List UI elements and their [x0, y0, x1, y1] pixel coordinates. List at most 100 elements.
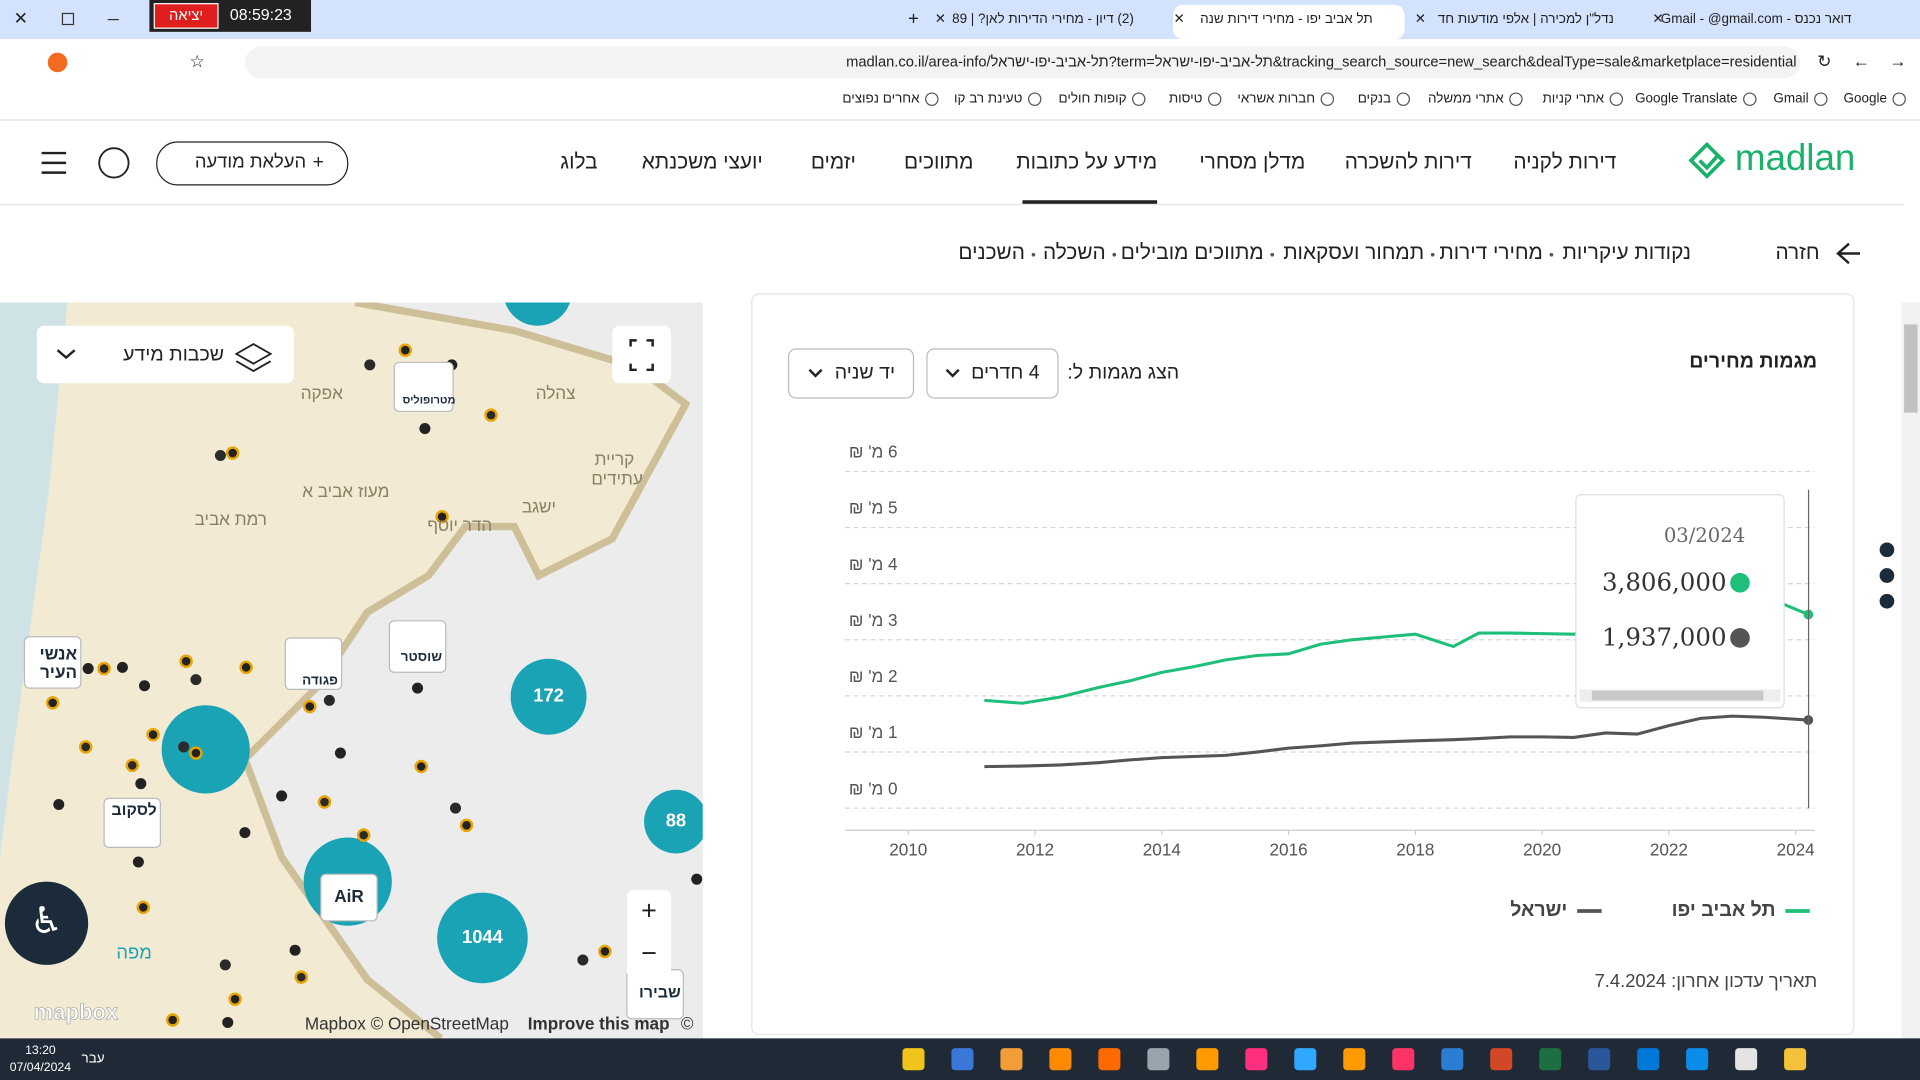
taskbar-app[interactable] [1637, 1048, 1660, 1071]
cluster[interactable] [503, 257, 572, 326]
tab-close[interactable]: ✕ [1174, 11, 1185, 26]
tab-title[interactable]: נדל"ן למכירה | אלפי מודעות חד [1438, 11, 1614, 26]
tab-close[interactable]: ✕ [1415, 11, 1426, 26]
map-pin[interactable] [45, 696, 60, 710]
map-pin[interactable] [78, 740, 93, 754]
map-pin[interactable] [222, 1016, 234, 1028]
accessibility-button[interactable] [4, 881, 89, 965]
menu-icon[interactable] [41, 151, 67, 174]
page-dot[interactable] [1879, 542, 1895, 558]
active-tab[interactable] [1173, 4, 1405, 40]
map-pin[interactable] [450, 802, 462, 814]
chevron[interactable] [945, 368, 960, 378]
exit-label[interactable]: יציאה [169, 8, 203, 24]
map-marker[interactable] [320, 873, 378, 922]
map-pin[interactable] [364, 359, 376, 371]
taskbar-app[interactable] [1147, 1048, 1170, 1071]
post-button[interactable] [156, 141, 349, 186]
bookmark-icon[interactable] [1509, 92, 1523, 106]
condition-select[interactable] [787, 348, 915, 399]
map-pin[interactable] [289, 944, 301, 956]
nav-link[interactable]: דירות להשכרה [1345, 150, 1472, 173]
zoom-control[interactable] [626, 890, 672, 979]
sub-nav-link[interactable]: השכנים [958, 241, 1024, 264]
sub-nav-link[interactable]: השכלה [1043, 241, 1106, 264]
legend-label[interactable]: תל אביב יפו [1672, 899, 1776, 921]
nav-link[interactable]: דירות לקניה [1513, 150, 1616, 173]
map-marker[interactable] [284, 637, 343, 690]
map-pin[interactable] [132, 856, 144, 868]
layers-icon[interactable] [234, 343, 273, 373]
tab-title[interactable]: (2) דיון - מחירי הדירות לאן? | 89 [952, 11, 1134, 26]
cluster-count[interactable]: 1044 [462, 926, 504, 947]
taskbar-app[interactable] [1294, 1048, 1317, 1071]
page-dot[interactable] [1879, 593, 1895, 609]
map-marker[interactable] [393, 361, 454, 413]
bookmark[interactable]: Google [1844, 91, 1887, 106]
taskbar-app[interactable] [1735, 1048, 1758, 1071]
map-pin[interactable] [577, 954, 589, 966]
nav-link[interactable]: יועצי משכנתא [642, 150, 763, 173]
map-pin[interactable] [435, 510, 449, 524]
cluster[interactable] [510, 658, 587, 735]
rooms-select[interactable] [926, 348, 1059, 399]
map-pin[interactable] [189, 746, 203, 760]
map-pin[interactable] [303, 699, 317, 714]
sub-nav-link[interactable]: מתווכים מובילים [1121, 241, 1264, 264]
bookmark-icon[interactable] [925, 92, 939, 106]
map-pin[interactable] [136, 900, 150, 915]
bookmark[interactable]: טעינת רב קו [954, 91, 1023, 106]
tab-close[interactable]: ✕ [1652, 11, 1663, 26]
taskbar-app[interactable] [1784, 1048, 1807, 1071]
map-pin[interactable] [214, 450, 226, 462]
back-arrow[interactable] [1836, 242, 1860, 265]
marker-label[interactable]: פגודה [302, 672, 338, 687]
cluster-count[interactable]: 88 [666, 809, 686, 830]
tab-title[interactable]: דואר נכנס - Gmail - @gmail.com [1661, 11, 1852, 26]
rooms-value[interactable]: 4 חדרים [971, 362, 1040, 384]
taskbar-app[interactable] [1245, 1048, 1268, 1071]
map-pin[interactable] [398, 343, 413, 357]
map-pin[interactable] [138, 680, 150, 692]
map-pin[interactable] [484, 408, 498, 422]
map-mode[interactable]: מפה [116, 942, 151, 963]
taskbar-app[interactable] [1539, 1048, 1562, 1071]
marker-label[interactable]: מטרופוליס [403, 393, 456, 406]
logo-icon[interactable] [1688, 141, 1726, 179]
bookmark[interactable]: אחרים נפוצים [842, 91, 920, 106]
taskbar-app[interactable] [1049, 1048, 1072, 1071]
map-pin[interactable] [228, 992, 242, 1006]
page-dot[interactable] [1879, 568, 1895, 583]
map-pin[interactable] [219, 959, 231, 971]
chevron[interactable] [808, 368, 823, 378]
language[interactable]: עבר [82, 1051, 105, 1066]
cluster-count[interactable]: 172 [533, 685, 564, 706]
chevron[interactable] [56, 349, 76, 360]
nav-link[interactable]: מדלן מסחרי [1199, 150, 1305, 173]
post-plus[interactable]: + [313, 151, 324, 173]
map-pin[interactable] [414, 759, 428, 774]
map-pin[interactable] [691, 873, 703, 885]
bookmark[interactable]: Google Translate [1635, 91, 1737, 106]
reload-button[interactable]: ↻ [1817, 51, 1831, 71]
taskbar-app[interactable] [1490, 1048, 1513, 1071]
bookmark-icon[interactable] [1027, 92, 1042, 106]
map-pin[interactable] [356, 828, 371, 842]
bookmark[interactable]: קופות חולים [1059, 91, 1127, 106]
layers-label[interactable]: שכבות מידע [123, 343, 224, 365]
map-marker[interactable] [388, 620, 447, 673]
bookmark-icon[interactable] [1609, 92, 1624, 106]
map-pin[interactable] [459, 818, 474, 833]
restore-window[interactable] [61, 12, 75, 26]
back-button[interactable]: → [1889, 51, 1906, 71]
accessibility-icon[interactable]: ♿ [30, 900, 63, 941]
scrollbar[interactable] [1901, 302, 1920, 1039]
map-pin[interactable] [116, 661, 128, 673]
map-pin[interactable] [97, 661, 111, 676]
cluster[interactable] [437, 892, 528, 984]
nav-link[interactable]: יזמים [811, 150, 856, 173]
zoom-out[interactable]: − [641, 938, 657, 968]
map-pin[interactable] [225, 446, 240, 460]
taskbar-app[interactable] [1343, 1048, 1366, 1071]
post-label[interactable]: העלאת מודעה [195, 151, 306, 172]
